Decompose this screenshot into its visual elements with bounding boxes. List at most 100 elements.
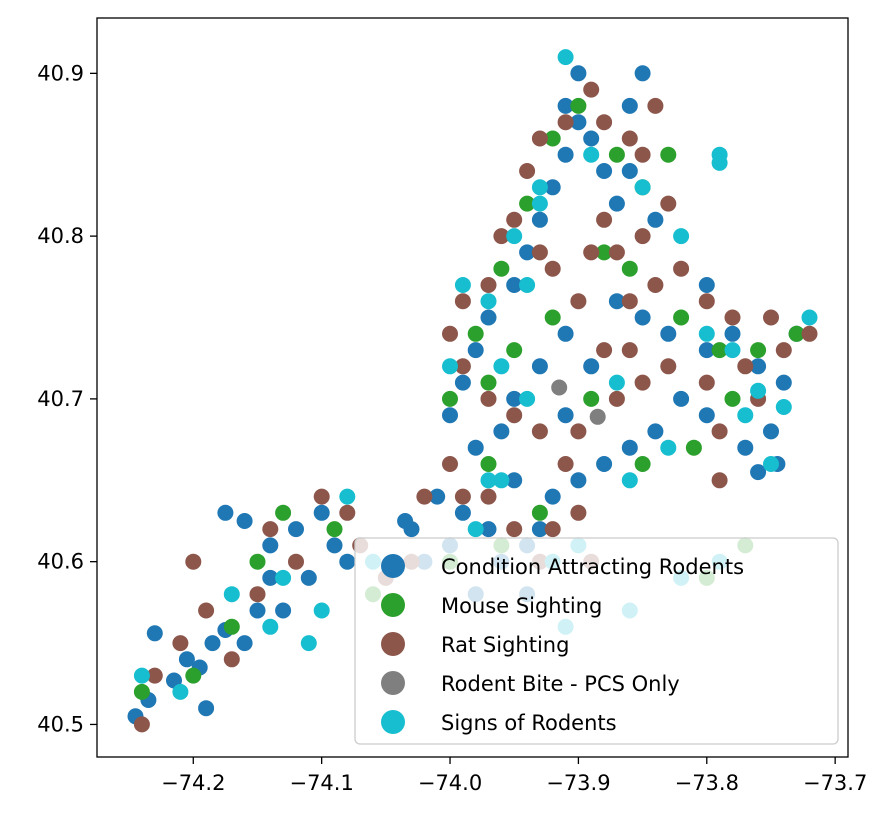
data-point [557, 97, 574, 114]
data-point [493, 228, 510, 245]
data-point [621, 293, 638, 310]
data-point [480, 472, 497, 489]
data-point [647, 277, 664, 293]
data-point [531, 244, 548, 261]
data-point [506, 228, 523, 245]
data-point [339, 553, 356, 570]
data-point [531, 521, 548, 538]
data-point [249, 602, 266, 619]
data-point [557, 456, 574, 472]
y-tick-label: 40.7 [37, 387, 84, 411]
data-point [763, 456, 779, 472]
data-point [596, 456, 613, 472]
data-point [236, 635, 253, 652]
data-point [698, 293, 715, 310]
data-point [454, 277, 471, 293]
data-point [634, 228, 651, 245]
data-point [326, 521, 343, 538]
data-point [133, 667, 150, 684]
data-point [737, 439, 754, 456]
data-point [442, 456, 458, 472]
data-point [660, 195, 677, 212]
data-point [506, 407, 523, 424]
data-point [480, 293, 497, 310]
data-point [454, 293, 471, 310]
data-point [763, 423, 779, 440]
legend-label: Signs of Rodents [441, 711, 617, 735]
data-point [544, 488, 561, 505]
data-point [570, 423, 587, 440]
data-point [223, 651, 240, 668]
data-point [544, 179, 561, 196]
data-point [544, 521, 561, 538]
data-point [185, 553, 202, 570]
data-point [570, 504, 587, 521]
data-point [608, 244, 625, 261]
data-point [519, 244, 536, 261]
data-point [634, 179, 651, 196]
data-point [198, 602, 215, 619]
data-point [570, 65, 587, 82]
data-point [133, 683, 150, 700]
data-point [557, 407, 574, 424]
data-point [288, 521, 304, 538]
data-point [467, 439, 484, 456]
x-tick-label: −73.7 [803, 771, 867, 795]
legend-label: Rodent Bite - PCS Only [441, 672, 680, 696]
data-point [339, 504, 356, 521]
x-tick-label: −74.1 [289, 771, 353, 795]
data-point [146, 625, 163, 642]
data-point [339, 488, 356, 505]
data-point [506, 277, 523, 293]
data-point [737, 358, 754, 375]
data-point [262, 569, 279, 586]
data-point [275, 602, 292, 619]
data-point [621, 260, 638, 277]
y-tick-label: 40.6 [37, 550, 84, 574]
series-2 [133, 81, 818, 733]
data-point [698, 325, 715, 342]
data-point [467, 325, 484, 342]
data-point [583, 146, 600, 163]
data-point [557, 325, 574, 342]
legend-box [354, 537, 839, 745]
legend-label: Mouse Sighting [441, 594, 602, 618]
data-point [506, 472, 523, 489]
x-tick-label: −74.2 [161, 771, 225, 795]
legend-marker [381, 710, 405, 734]
data-point [313, 602, 330, 619]
data-point [544, 309, 561, 326]
data-point [262, 618, 279, 635]
data-point [249, 586, 266, 603]
data-point [223, 586, 240, 603]
data-point [544, 260, 561, 277]
data-point [750, 358, 767, 375]
data-point [775, 399, 792, 415]
data-point [313, 504, 330, 521]
data-point [698, 407, 715, 424]
data-point [557, 49, 574, 66]
legend-marker [381, 593, 405, 617]
data-point [262, 521, 279, 538]
data-point [531, 358, 548, 375]
data-point [698, 374, 715, 391]
data-point [467, 521, 484, 538]
data-point [300, 635, 317, 652]
data-point [673, 309, 690, 326]
data-point [589, 408, 606, 425]
data-point [326, 537, 343, 554]
data-point [673, 260, 690, 277]
legend-marker [381, 671, 405, 695]
data-point [660, 439, 677, 456]
x-axis: −74.2 −74.1 −74.0 −73.9 −73.8 −73.7 [161, 757, 867, 795]
data-point [557, 146, 574, 163]
data-point [570, 97, 587, 114]
data-point [801, 325, 818, 342]
data-point [531, 423, 548, 440]
data-point [647, 211, 664, 228]
data-point [596, 114, 613, 131]
data-point [223, 618, 240, 635]
legend-label: Rat Sighting [441, 633, 569, 657]
data-point [531, 211, 548, 228]
